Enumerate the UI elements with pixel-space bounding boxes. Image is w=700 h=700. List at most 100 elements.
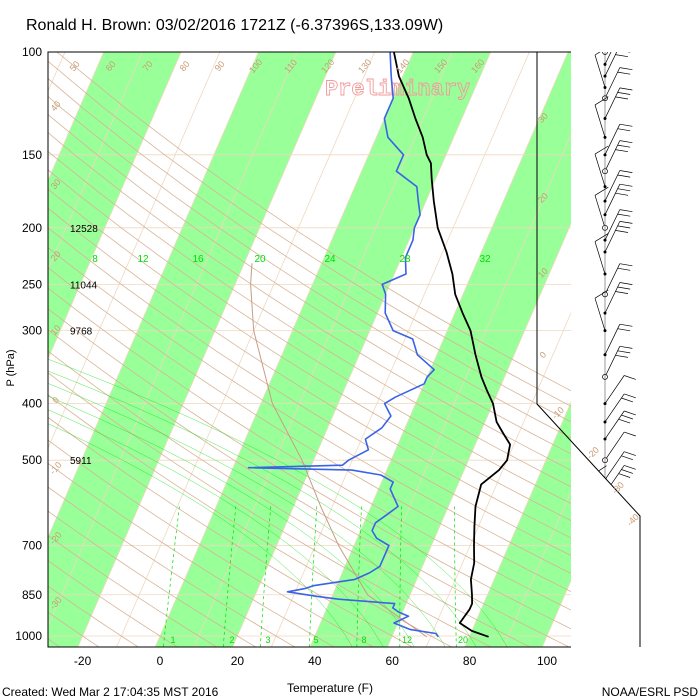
watermark-group: Preliminary bbox=[325, 77, 471, 103]
wind-barb-feather bbox=[615, 96, 629, 100]
y-tick-label: 200 bbox=[22, 221, 42, 235]
wind-barb-dot bbox=[603, 629, 607, 633]
wind-barb-shaft bbox=[592, 513, 606, 546]
wind-barb-feather bbox=[593, 562, 607, 572]
wind-barb-feather bbox=[617, 128, 631, 132]
wind-barb-feather bbox=[624, 410, 636, 416]
mixing-ratio-line bbox=[399, 506, 403, 647]
wind-barb-feather bbox=[617, 286, 631, 290]
wind-barb-feather bbox=[619, 123, 633, 127]
wind-barb-feather bbox=[619, 263, 633, 267]
green-band bbox=[310, 52, 571, 647]
wind-barb-shaft bbox=[604, 209, 621, 241]
wind-barb-feather bbox=[594, 599, 609, 610]
wind-barb-feather bbox=[624, 375, 636, 380]
wind-barb-feather bbox=[620, 46, 633, 48]
wind-barb-feather bbox=[618, 418, 631, 424]
isotherm-line bbox=[48, 52, 298, 628]
isotherm-line bbox=[386, 222, 571, 647]
isotherm-line bbox=[425, 311, 571, 647]
dry-adiabat-label: 70 bbox=[141, 59, 155, 73]
watermark: Preliminary bbox=[325, 77, 470, 102]
y-axis-title: P (hPa) bbox=[5, 349, 17, 386]
wind-barb-feather bbox=[595, 11, 608, 19]
mixing-ratio-label: 16 bbox=[192, 254, 204, 265]
isotherm-line bbox=[232, 52, 492, 647]
dry-adiabat bbox=[48, 535, 218, 647]
dry-adiabat bbox=[48, 78, 571, 423]
wind-barb-shaft bbox=[604, 67, 621, 99]
x-tick-label: 20 bbox=[231, 654, 245, 668]
wind-barb-feather bbox=[620, 34, 633, 36]
wind-barb-feather bbox=[596, 534, 611, 545]
wind-barb-shaft bbox=[604, 282, 621, 314]
wind-barb-feather bbox=[593, 515, 607, 525]
dry-adiabat bbox=[48, 560, 179, 647]
moist-adiabat bbox=[48, 383, 446, 647]
dry-adiabat bbox=[48, 510, 257, 647]
green-band bbox=[48, 52, 336, 647]
y-tick-label: 850 bbox=[22, 588, 42, 602]
wind-barb-feather bbox=[615, 149, 629, 153]
wind-barb-shaft bbox=[604, 170, 621, 202]
mixing-ratio-line bbox=[356, 506, 362, 647]
mixing-ratio-label: 24 bbox=[324, 254, 336, 265]
mixing-ratio-label: 28 bbox=[399, 254, 411, 265]
mixing-ratio-label-bottom: 3 bbox=[265, 635, 270, 645]
wind-barb-shaft bbox=[594, 195, 606, 228]
mixing-ratio-label-bottom: 12 bbox=[402, 635, 412, 645]
dry-adiabat-label: 60 bbox=[104, 59, 118, 73]
isotherm-line bbox=[348, 133, 571, 647]
height-label: 12528 bbox=[70, 224, 98, 235]
wind-barb-shaft bbox=[604, 451, 625, 480]
height-label: 11044 bbox=[70, 280, 98, 291]
wind-barb-shaft bbox=[594, 153, 606, 187]
wind-barb-shaft bbox=[604, 375, 625, 404]
dry-adiabat bbox=[48, 287, 571, 611]
y-tick-label: 150 bbox=[22, 148, 42, 162]
wind-barb-shaft bbox=[592, 556, 606, 589]
x-tick-label: 100 bbox=[537, 654, 557, 668]
dry-adiabat-left-label: 0 bbox=[50, 395, 61, 405]
wind-barb-feather bbox=[621, 397, 634, 403]
wind-barb-feather bbox=[615, 54, 629, 58]
y-tick-label: 1000 bbox=[15, 629, 42, 643]
wind-barb-feather bbox=[617, 267, 631, 271]
wind-barb-dot bbox=[603, 577, 607, 581]
wind-barb-calm bbox=[602, 633, 608, 639]
wind-barb-feather bbox=[593, 504, 607, 514]
dry-adiabat-left-label: 20 bbox=[49, 249, 63, 263]
wind-barb-shaft bbox=[592, 571, 606, 604]
x-tick-label: 60 bbox=[386, 654, 400, 668]
wind-barb-feather bbox=[617, 92, 631, 95]
wind-barb-feather bbox=[593, 571, 607, 581]
wind-barb-feather bbox=[621, 469, 634, 474]
wind-barb-feather bbox=[617, 174, 631, 178]
wind-barb-shaft bbox=[604, 124, 621, 155]
wind-barb-feather bbox=[593, 489, 607, 499]
mixing-ratio-label-bottom: 1 bbox=[170, 635, 175, 645]
axis-labels: -20 0 20 40 60 80 1001001502002503004005007008… bbox=[15, 45, 641, 668]
moist-adiabat bbox=[48, 396, 415, 647]
wind-barb-feather bbox=[617, 52, 631, 53]
wind-barb-feather bbox=[596, 591, 611, 601]
y-tick-label: 700 bbox=[22, 539, 42, 553]
dry-adiabat bbox=[48, 247, 571, 574]
dry-adiabat bbox=[48, 169, 571, 504]
dry-adiabat bbox=[48, 150, 571, 488]
wind-barb-feather bbox=[617, 71, 631, 75]
wind-barb-feather bbox=[619, 323, 633, 327]
wind-barb-feather bbox=[624, 431, 636, 437]
wind-barb-feather bbox=[615, 230, 629, 233]
wind-barb-feather bbox=[594, 558, 609, 568]
wind-barb-feather bbox=[618, 38, 631, 40]
mixing-ratio-label-bottom: 20 bbox=[458, 635, 468, 645]
dry-adiabat bbox=[48, 95, 571, 439]
chart-title: Ronald H. Brown: 03/02/2016 1721Z (-6.37… bbox=[26, 17, 443, 34]
wind-barb-calm bbox=[602, 515, 608, 522]
wind-barb-feather bbox=[594, 96, 609, 106]
wind-barb-feather bbox=[619, 140, 633, 144]
dry-adiabat-label: 50 bbox=[68, 59, 82, 73]
dry-adiabat-label: 130 bbox=[356, 57, 373, 75]
